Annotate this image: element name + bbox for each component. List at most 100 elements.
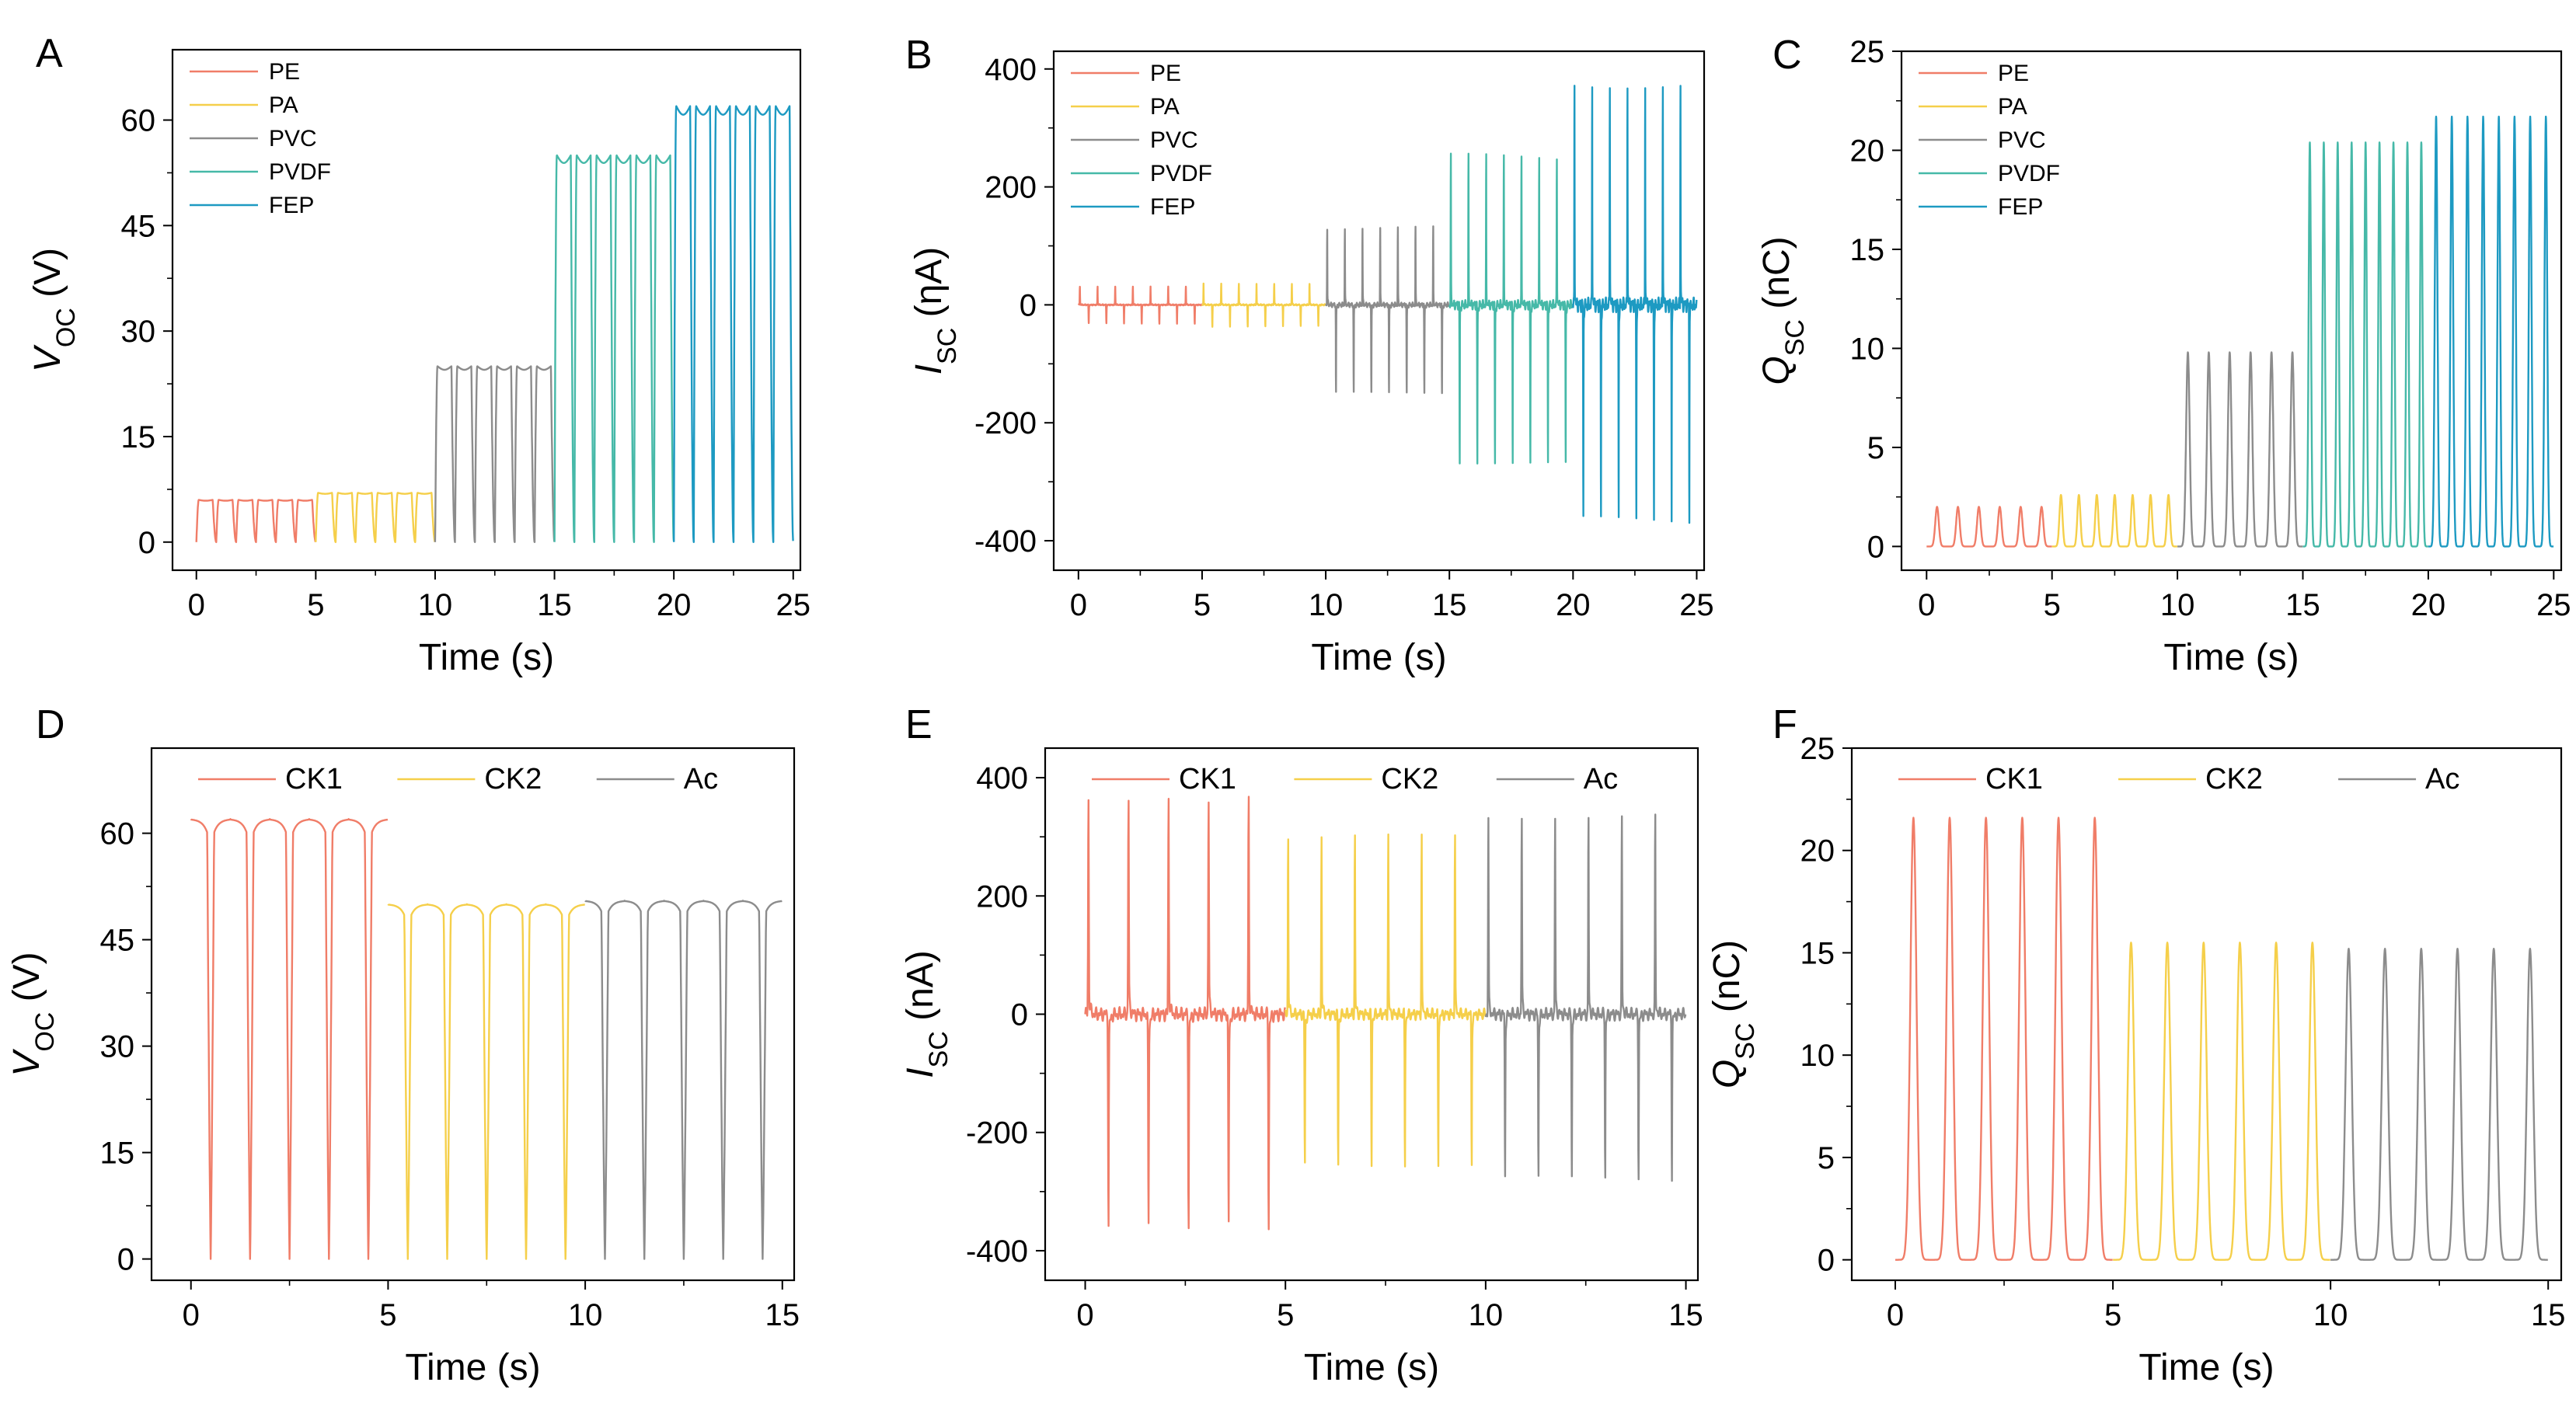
series-line-PVC [1325,225,1451,395]
x-tick-label: 20 [1556,588,1591,622]
x-tick-label: 5 [379,1298,396,1332]
series-line-Ac [2330,947,2549,1261]
y-tick-label: 15 [1800,936,1835,970]
y-axis-label-subscript: SC [932,328,962,364]
legend-label-PA: PA [1998,94,2027,120]
series-line-PVDF [2302,141,2429,548]
y-tick-label: 0 [1011,998,1028,1032]
y-tick-label: -400 [966,1234,1028,1269]
series-line-PA [1201,282,1326,328]
y-tick-label: 60 [121,104,156,138]
y-axis-label-unit: (nC) [1756,236,1797,319]
y-axis-label-symbol: V [6,1049,47,1077]
y-tick-label: -200 [966,1116,1028,1151]
series-line-PVDF [1448,152,1574,465]
x-tick-label: 5 [1277,1298,1294,1332]
y-tick-label: 30 [121,315,156,349]
x-tick-label: 0 [183,1298,200,1332]
y-tick-label: 400 [985,53,1037,87]
series-line-FEP [2427,115,2555,548]
series-line-CK1 [1084,796,1286,1231]
y-tick-label: -400 [974,524,1037,559]
legend-label-FEP: FEP [269,193,314,218]
x-axis-label: Time (s) [419,637,554,678]
y-tick-label: 5 [1867,431,1884,465]
y-tick-label: 0 [1818,1244,1835,1278]
panel-label: C [1773,33,1802,78]
x-tick-label: 5 [1194,588,1211,622]
legend-label-FEP: FEP [1998,194,2043,220]
y-tick-label: 15 [121,420,156,454]
legend-label-Ac: Ac [1584,763,1618,796]
y-axis-label-subscript: OC [30,1012,60,1052]
legend-label-CK2: CK2 [1381,763,1438,796]
legend-label-PVDF: PVDF [1150,161,1212,186]
x-axis-label: Time (s) [1304,1347,1439,1388]
x-tick-label: 25 [1679,588,1714,622]
plot-frame [1052,50,1706,572]
x-tick-label: 0 [1887,1298,1904,1332]
legend-label-CK2: CK2 [2205,763,2263,796]
x-axis-label: Time (s) [2163,637,2299,678]
series-line-Ac [584,900,783,1260]
series-line-PVDF [553,154,675,543]
series-group [1077,85,1698,524]
y-tick-label: 25 [1800,732,1835,766]
y-tick-label: 0 [1867,530,1884,564]
y-tick-label: 10 [1800,1039,1835,1073]
legend: PE PA PVC PVDF FEP [1919,61,2060,220]
panel-label: F [1773,702,1797,747]
y-tick-label: -200 [974,406,1037,440]
x-tick-label: 0 [188,588,205,622]
y-tick-label: 20 [1800,834,1835,869]
series-group [1895,816,2549,1261]
legend-label-PVC: PVC [1150,127,1198,153]
y-axis-label-unit: (V) [27,248,68,308]
legend-label-CK1: CK1 [285,763,343,796]
legend-label-PA: PA [269,92,298,118]
y-axis-label-subscript: SC [1780,319,1810,356]
series-line-PA [315,492,436,543]
x-tick-label: 10 [2160,588,2195,622]
series-group [195,105,794,543]
series-line-PVC [434,365,556,543]
y-tick-label: 200 [985,171,1037,205]
y-tick-label: 15 [100,1137,135,1171]
legend-label-PE: PE [1150,61,1181,86]
x-tick-label: 10 [1469,1298,1504,1332]
legend-label-PVDF: PVDF [1998,161,2060,186]
y-tick-label: 45 [121,209,156,243]
y-axis-label: ISC (nA) [900,950,953,1078]
legend: CK1 CK2 Ac [198,763,718,796]
series-group [1084,796,1687,1231]
y-tick-label: 10 [1850,332,1885,366]
series-line-PE [195,499,317,543]
y-axis-label: VOC (V) [27,248,81,372]
plot-frame [1900,50,2563,572]
legend-label-CK1: CK1 [1985,763,2043,796]
series-line-FEP [1572,85,1698,524]
y-axis-label-subscript: SC [924,1031,953,1067]
y-axis-label-subscript: OC [51,308,81,347]
legend-label-PE: PE [269,59,300,85]
x-tick-label: 15 [537,588,572,622]
legend-label-PVC: PVC [1998,127,2046,153]
panel-label: A [36,31,63,76]
panel-D: D 0 5 10 15 0 15 30 45 60 Time (s) VOC (V) CK1 CK2 Ac [6,702,800,1388]
legend: CK1 CK2 Ac [1092,763,1618,796]
y-tick-label: 0 [1020,288,1037,322]
y-axis-label: QSC (nC) [1706,940,1760,1088]
y-tick-label: 60 [100,817,135,851]
legend-label-Ac: Ac [2425,763,2459,796]
series-line-CK2 [387,903,586,1260]
x-tick-label: 0 [1918,588,1935,622]
series-line-FEP [673,105,794,543]
y-tick-label: 5 [1818,1141,1835,1175]
series-line-CK2 [2112,942,2331,1261]
y-tick-label: 15 [1850,233,1885,267]
y-axis-label-symbol: I [900,1067,941,1078]
legend-label-FEP: FEP [1150,194,1195,220]
